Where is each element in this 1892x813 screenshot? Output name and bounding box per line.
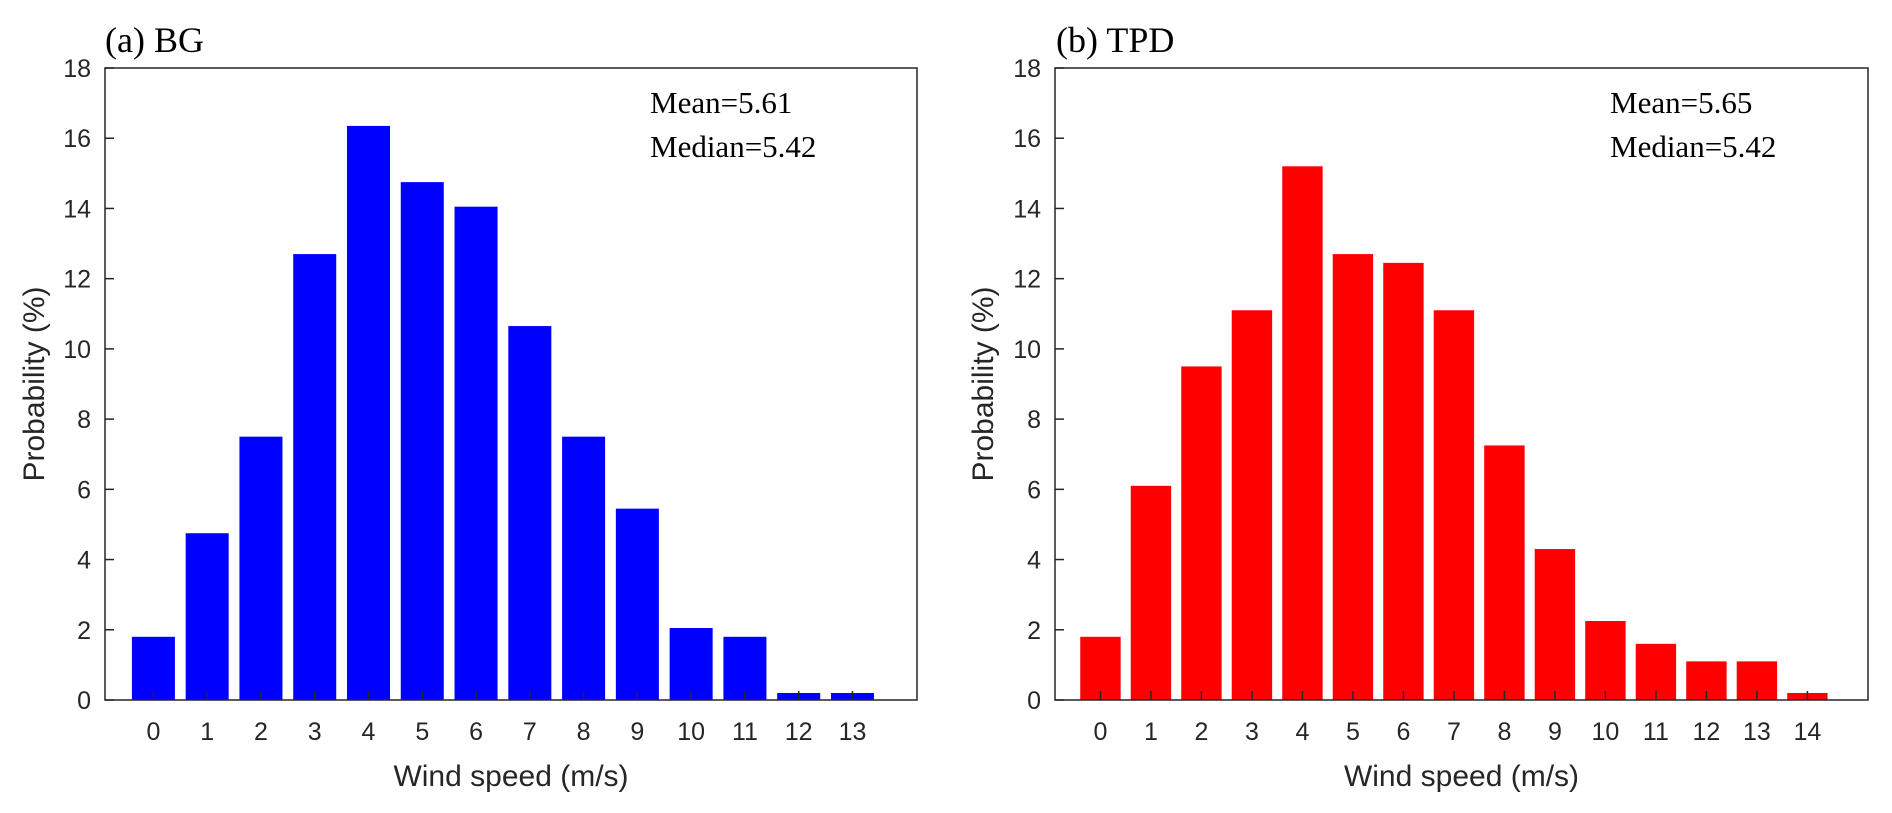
panel-a-xtick-label-12: 12 <box>785 718 813 746</box>
panel-a-axes-box <box>104 67 918 701</box>
panel-a-xtick-label-10: 10 <box>677 718 705 746</box>
panel-b-ylabel: Probability (%) <box>967 286 1000 481</box>
panel-b-bar-3 <box>1231 310 1273 700</box>
panel-b-xtick-label-6: 6 <box>1396 718 1410 746</box>
panel-a-xtick-label-0: 0 <box>146 718 160 746</box>
panel-a-xtick-label-13: 13 <box>839 718 867 746</box>
panel-b-mean-annotation: Mean=5.65 <box>1610 85 1752 120</box>
panel-b-ytick-label-6: 6 <box>1027 476 1041 504</box>
panel-b-xtick-label-11: 11 <box>1643 718 1669 746</box>
panel-a-ytick-label-18: 18 <box>63 55 91 83</box>
panel-a-xtick-label-5: 5 <box>415 718 429 746</box>
panel-a-xtick-label-3: 3 <box>308 718 322 746</box>
panel-a-xtick-label-1: 1 <box>200 718 214 746</box>
panel-b-xtick-label-8: 8 <box>1497 718 1511 746</box>
panel-a-ytick-label-6: 6 <box>77 476 91 504</box>
panel-b-ytick-label-18: 18 <box>1013 55 1041 83</box>
panel-a-xtick-label-8: 8 <box>577 718 591 746</box>
panel-a-bar-7 <box>508 326 552 700</box>
panel-b-bar-8 <box>1484 445 1525 700</box>
panel-b-ytick-label-2: 2 <box>1027 617 1041 645</box>
panel-a-bar-2 <box>239 436 283 700</box>
panel-a-title: (a) BG <box>105 20 204 60</box>
panel-b-xtick-label-0: 0 <box>1093 718 1107 746</box>
panel-a-ytick-label-8: 8 <box>77 406 91 434</box>
panel-b-xtick-label-5: 5 <box>1346 718 1360 746</box>
panel-a-ytick-label-16: 16 <box>63 125 91 153</box>
panel-b-xtick-label-9: 9 <box>1548 718 1562 746</box>
panel-a-bar-4 <box>346 125 391 700</box>
panel-b-xtick-label-2: 2 <box>1194 718 1208 746</box>
panel-a-xtick-label-4: 4 <box>362 718 376 746</box>
panel-a-bar-5 <box>400 182 444 701</box>
panel-b-bar-0 <box>1080 636 1121 700</box>
panel-b-xtick-label-1: 1 <box>1144 718 1158 746</box>
panel-b-bar-6 <box>1383 262 1424 700</box>
panel-a-median-annotation: Median=5.42 <box>650 129 816 164</box>
panel-b-bar-1 <box>1130 485 1172 700</box>
panel-a-xtick-label-6: 6 <box>469 718 483 746</box>
panel-b-xtick-label-3: 3 <box>1245 718 1259 746</box>
panel-b-bar-10 <box>1585 621 1626 700</box>
panel-a-ytick-label-0: 0 <box>77 687 91 715</box>
panel-a-bar-3 <box>293 254 337 701</box>
panel-b-ytick-label-16: 16 <box>1013 125 1041 153</box>
panel-b-ytick-label-0: 0 <box>1027 687 1041 715</box>
panel-b-bar-7 <box>1433 310 1475 700</box>
panel-b-xtick-label-10: 10 <box>1592 718 1620 746</box>
panel-b-xtick-label-13: 13 <box>1743 718 1771 746</box>
panel-b-ytick-label-14: 14 <box>1013 195 1041 223</box>
panel-b-ytick-label-10: 10 <box>1013 336 1041 364</box>
panel-b-bar-4 <box>1282 166 1323 701</box>
panel-a-bar-1 <box>185 533 229 700</box>
panel-a-ytick-label-12: 12 <box>63 266 91 294</box>
panel-b-bar-2 <box>1181 366 1222 700</box>
panel-a-bar-11 <box>723 636 767 700</box>
panel-a-ylabel: Probability (%) <box>18 286 51 481</box>
panel-b-xlabel: Wind speed (m/s) <box>1344 760 1579 793</box>
panel-b-bar-11 <box>1635 643 1677 700</box>
panel-b-title: (b) TPD <box>1056 20 1174 60</box>
panel-b-xtick-label-7: 7 <box>1447 718 1461 746</box>
panel-a-ytick-label-4: 4 <box>77 547 91 575</box>
panel-a-xtick-label-9: 9 <box>630 718 644 746</box>
panel-b-axes-box <box>1054 67 1869 701</box>
panel-a-xtick-label-11: 11 <box>732 718 758 746</box>
panel-a-bar-0 <box>131 636 175 700</box>
panel-a-xtick-label-2: 2 <box>254 718 268 746</box>
panel-b-median-annotation: Median=5.42 <box>1610 129 1776 164</box>
panel-b-xtick-label-14: 14 <box>1793 718 1821 746</box>
panel-b-ytick-label-4: 4 <box>1027 547 1041 575</box>
panel-a-xlabel: Wind speed (m/s) <box>393 760 628 793</box>
panel-a-bar-6 <box>454 206 498 700</box>
panel-b-bar-9 <box>1534 549 1576 700</box>
panel-a-xtick-label-7: 7 <box>523 718 537 746</box>
panel-a-bar-10 <box>669 628 713 700</box>
panel-a-ytick-label-14: 14 <box>63 195 91 223</box>
panel-b-bar-5 <box>1332 254 1374 701</box>
panel-b-ytick-label-12: 12 <box>1013 266 1041 294</box>
panel-a-bar-8 <box>562 436 606 700</box>
panel-a-mean-annotation: Mean=5.61 <box>650 85 792 120</box>
panel-b-xtick-label-4: 4 <box>1295 718 1309 746</box>
panel-a-ytick-label-10: 10 <box>63 336 91 364</box>
panel-a-ytick-label-2: 2 <box>77 617 91 645</box>
panel-b-ytick-label-8: 8 <box>1027 406 1041 434</box>
panel-a-bar-9 <box>615 508 659 700</box>
panel-b-xtick-label-12: 12 <box>1693 718 1721 746</box>
